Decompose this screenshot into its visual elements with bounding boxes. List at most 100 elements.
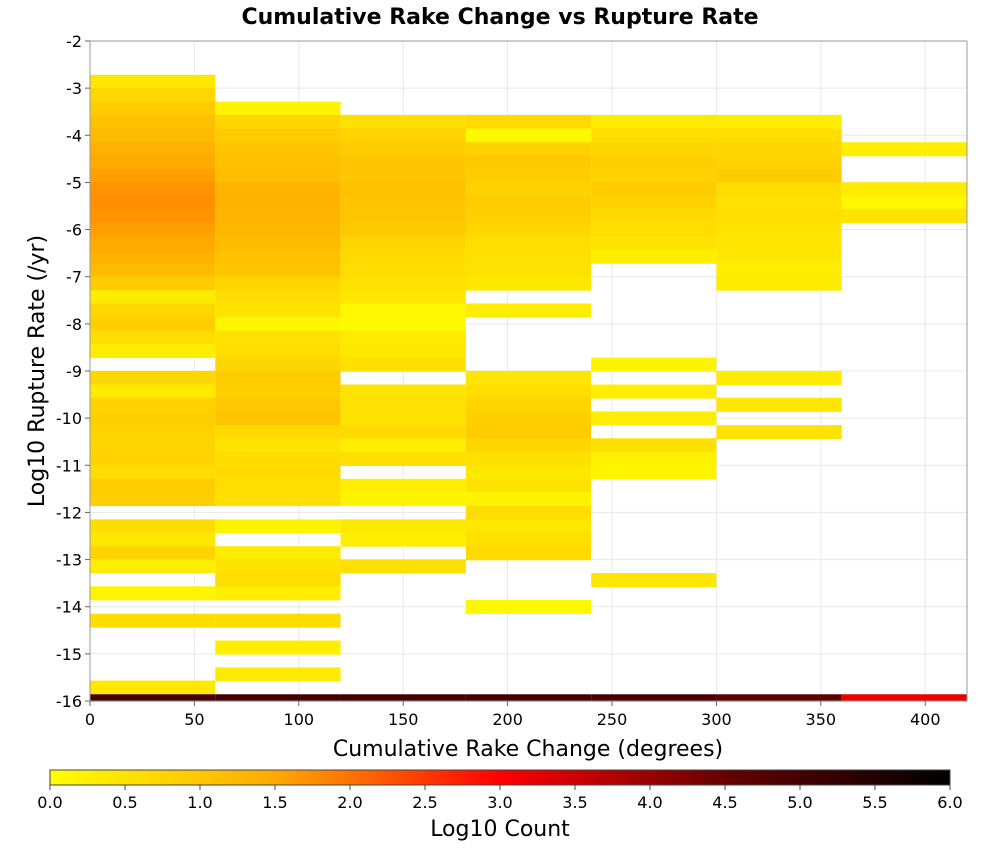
heatmap-cell [340, 128, 466, 143]
heatmap-cell [340, 249, 466, 264]
heatmap-cell [215, 667, 341, 682]
colorbar-tick-label: 3.5 [562, 793, 587, 812]
heatmap-cell [465, 694, 592, 702]
heatmap-cell [90, 114, 216, 129]
heatmap-cell [340, 236, 466, 251]
heatmap-cell [215, 142, 341, 157]
heatmap-cell [716, 263, 842, 278]
heatmap-cell [340, 694, 466, 702]
heatmap-cell [90, 276, 216, 291]
heatmap-cell [465, 182, 592, 197]
heatmap-cell [215, 236, 341, 251]
heatmap-cell [340, 142, 466, 157]
heatmap-cell [215, 101, 341, 116]
heatmap-cell [90, 101, 216, 116]
heatmap-cell [716, 155, 842, 170]
heatmap-cell [465, 505, 592, 520]
heatmap-cell [90, 397, 216, 412]
heatmap-cell [841, 694, 967, 702]
heatmap-cell [340, 276, 466, 291]
heatmap-cell [591, 451, 717, 467]
heatmap-cell [90, 451, 216, 467]
heatmap-cell [90, 182, 216, 197]
heatmap-cell [465, 425, 592, 440]
heatmap-cell [215, 303, 341, 318]
y-tick-label: -3 [66, 79, 82, 98]
heatmap-cell [215, 330, 341, 345]
y-axis-label: Log10 Rupture Rate (/yr) [25, 235, 50, 507]
heatmap-cell [215, 276, 341, 291]
heatmap-cell [465, 465, 592, 480]
heatmap-cell [465, 195, 592, 211]
heatmap-cell [215, 465, 341, 480]
heatmap-cell [716, 236, 842, 251]
y-tick-label: -4 [66, 126, 82, 145]
heatmap-cell [90, 559, 216, 574]
heatmap-cell [591, 573, 717, 588]
heatmap-cell [465, 303, 592, 318]
heatmap-cell [591, 182, 717, 197]
heatmap-cell [90, 519, 216, 534]
heatmap-cell [465, 532, 592, 547]
heatmap-cell [90, 425, 216, 440]
heatmap-cell [90, 680, 216, 695]
heatmap-cell [215, 519, 341, 534]
colorbar-tick-label: 6.0 [937, 793, 962, 812]
heatmap-cell [841, 182, 967, 197]
heatmap-cell [340, 169, 466, 184]
heatmap-cell [340, 492, 466, 507]
heatmap-cell [90, 384, 216, 399]
y-tick-label: -13 [56, 551, 82, 570]
heatmap-cell [90, 74, 216, 89]
heatmap-cell [215, 114, 341, 129]
colorbar-ticks: 0.0 0.5 1.0 1.5 2.0 2.5 3.0 3.5 4.0 4.5 5.0 5.5 6.0 [37, 785, 963, 812]
colorbar-tick-label: 4.5 [712, 793, 737, 812]
heatmap-cell [215, 694, 341, 702]
y-tick-label: -12 [56, 503, 82, 522]
heatmap-cell [215, 492, 341, 507]
heatmap-cell [591, 694, 717, 702]
heatmap-cell [340, 222, 466, 237]
heatmap-cell [591, 114, 717, 129]
heatmap-cell [90, 586, 216, 601]
heatmap-cell [90, 142, 216, 157]
heatmap-cell [465, 222, 592, 237]
heatmap-cell [90, 249, 216, 264]
y-axis-ticks: -2 -3 -4 -5 -6 -7 -8 -9 -10 -11 -12 -13 -14 -15 -16 [56, 32, 90, 711]
heatmap-cell [340, 357, 466, 372]
heatmap-cell [90, 195, 216, 211]
heatmap-cell [591, 465, 717, 480]
heatmap-cell [90, 317, 216, 332]
heatmap-cell [465, 249, 592, 264]
heatmap-cell [465, 451, 592, 467]
heatmap-cell [465, 599, 592, 615]
heatmap-cells [90, 74, 967, 702]
x-tick-label: 0 [85, 710, 95, 729]
heatmap-cell [215, 222, 341, 237]
x-tick-label: 350 [806, 710, 837, 729]
heatmap-cell [215, 370, 341, 385]
heatmap-cell [716, 142, 842, 157]
heatmap-cell [340, 114, 466, 129]
heatmap-cell [716, 694, 842, 702]
colorbar-tick-label: 0.5 [112, 793, 137, 812]
heatmap-cell [465, 155, 592, 170]
heatmap-cell [340, 478, 466, 493]
heatmap-cell [90, 330, 216, 345]
heatmap-cell [215, 559, 341, 574]
heatmap-cell [465, 128, 592, 143]
heatmap-cell [340, 519, 466, 534]
heatmap-cell [465, 370, 592, 385]
heatmap-cell [215, 425, 341, 440]
heatmap-cell [340, 559, 466, 574]
heatmap-cell [465, 263, 592, 278]
heatmap-cell [340, 451, 466, 467]
heatmap-cell [215, 209, 341, 224]
heatmap-cell [340, 438, 466, 453]
heatmap-cell [215, 317, 341, 332]
heatmap-cell [591, 195, 717, 211]
heatmap-cell [465, 276, 592, 291]
colorbar-tick-label: 2.0 [337, 793, 362, 812]
heatmap-cell [340, 209, 466, 224]
